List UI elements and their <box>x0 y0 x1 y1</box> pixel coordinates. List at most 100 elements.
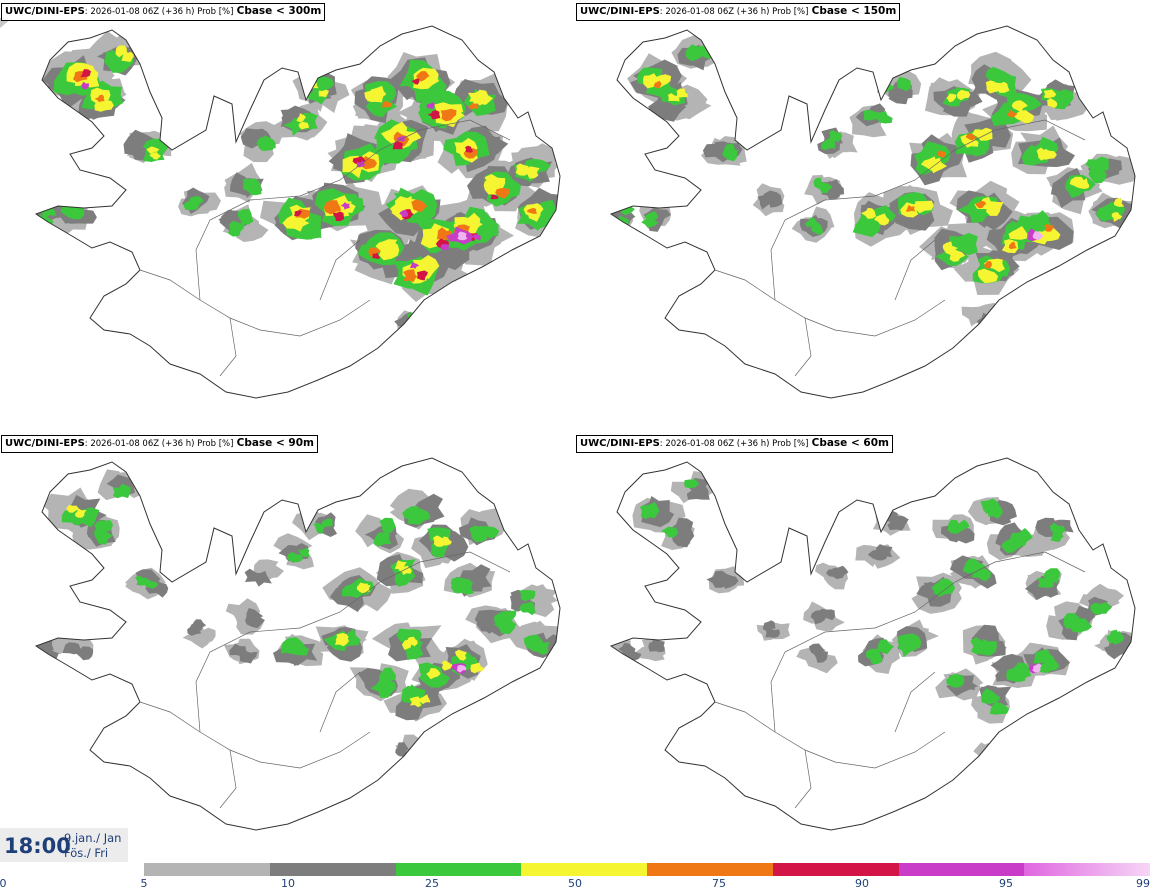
probability-contour <box>402 506 424 521</box>
run-info: : 2026-01-08 06Z (+36 h) Prob [%] <box>659 439 809 449</box>
road-line <box>794 749 812 809</box>
probability-contour <box>377 240 400 261</box>
probability-contour <box>946 673 964 685</box>
probability-contour <box>189 195 204 207</box>
probability-contour <box>286 551 304 563</box>
road-line <box>299 551 511 629</box>
probability-contour <box>920 156 941 173</box>
probability-contour <box>1012 110 1035 125</box>
colorbar-segment <box>521 863 647 876</box>
road-line <box>195 195 301 301</box>
road-line <box>874 119 1086 197</box>
map-panel-90m: UWC/DINI-EPS: 2026-01-08 06Z (+36 h) Pro… <box>0 432 575 862</box>
probability-contour <box>294 210 302 217</box>
probability-contour <box>812 651 829 663</box>
probability-contour <box>411 78 420 85</box>
probability-contour <box>1006 110 1018 118</box>
probability-contour <box>644 211 659 222</box>
probability-contour <box>1032 663 1042 673</box>
coastline <box>34 25 561 399</box>
probability-contour <box>1104 638 1132 660</box>
probability-contour <box>115 483 131 499</box>
colorbar-tick-label: 10 <box>281 877 295 890</box>
probability-contour <box>368 247 381 257</box>
road-line <box>894 239 936 301</box>
probability-contour <box>860 207 876 219</box>
probability-contour <box>961 306 993 327</box>
probability-contour <box>379 667 397 685</box>
road-line <box>770 195 876 301</box>
probability-contour <box>149 152 161 160</box>
threshold-label: Cbase < 150m <box>811 5 897 17</box>
colorbar-tick-label: 75 <box>712 877 726 890</box>
probability-contour <box>960 134 979 148</box>
probability-contour <box>370 85 387 102</box>
probability-field <box>611 33 1135 332</box>
probability-contour <box>866 648 883 665</box>
road-line <box>770 627 876 733</box>
probability-contour <box>379 517 396 534</box>
probability-contour <box>416 71 430 82</box>
valid-time: 18:00 <box>4 834 71 858</box>
probability-contour <box>653 80 662 89</box>
probability-contour <box>361 155 377 170</box>
probability-contour <box>332 211 344 222</box>
probability-contour <box>469 525 488 542</box>
probability-contour <box>1039 657 1060 674</box>
probability-contour <box>914 200 934 214</box>
probability-contour <box>145 578 169 598</box>
probability-contour <box>990 653 1026 678</box>
probability-contour <box>80 69 91 78</box>
probability-contour <box>937 150 947 158</box>
probability-contour <box>762 620 776 632</box>
probability-contour <box>373 532 392 547</box>
probability-contour <box>949 232 978 256</box>
probability-contour <box>519 590 536 602</box>
probability-contour <box>66 504 79 513</box>
probability-contour <box>972 127 993 141</box>
probability-contour <box>244 611 265 629</box>
probability-contour <box>472 234 481 241</box>
probability-contour <box>418 694 431 704</box>
probability-contour <box>526 208 537 214</box>
road-network <box>714 551 1086 809</box>
probability-contour <box>980 498 1000 514</box>
probability-contour <box>874 213 890 226</box>
probability-contour <box>523 634 544 651</box>
probability-contour <box>407 636 418 647</box>
probability-contour <box>411 199 428 213</box>
valid-date-line1: 9.jan./ Jan <box>64 831 122 845</box>
probability-contour <box>984 261 992 269</box>
probability-contour <box>321 518 333 527</box>
probability-contour <box>494 613 517 635</box>
panel-title: UWC/DINI-EPS: 2026-01-08 06Z (+36 h) Pro… <box>1 3 326 21</box>
road-line <box>794 317 812 377</box>
probability-contour <box>1050 530 1064 542</box>
probability-contour <box>981 688 1001 704</box>
road-network <box>714 119 1086 377</box>
probability-contour <box>873 111 893 124</box>
probability-contour <box>239 650 258 664</box>
probability-contour <box>684 479 700 488</box>
road-line <box>319 671 361 733</box>
probability-contour <box>1021 144 1050 166</box>
probability-contour <box>1085 156 1109 174</box>
probability-contour <box>227 220 245 237</box>
probability-contour <box>399 209 408 217</box>
probability-contour <box>685 44 709 62</box>
probability-contour <box>993 81 1010 93</box>
map-panel-150m: UWC/DINI-EPS: 2026-01-08 06Z (+36 h) Pro… <box>575 0 1150 430</box>
probability-contour <box>526 166 540 179</box>
probability-contour <box>409 696 422 708</box>
probability-contour <box>427 110 441 120</box>
probability-contour <box>454 649 467 661</box>
probability-field <box>611 471 1134 764</box>
probability-contour <box>282 214 310 232</box>
probability-contour <box>985 80 1001 94</box>
probability-contour <box>875 639 894 655</box>
probability-contour <box>965 133 978 141</box>
valid-time-box: 18:00 9.jan./ Jan Fös./ Fri <box>0 828 128 862</box>
probability-contour <box>1016 210 1050 237</box>
road-line <box>219 317 237 377</box>
colorbar-segment <box>395 863 522 876</box>
